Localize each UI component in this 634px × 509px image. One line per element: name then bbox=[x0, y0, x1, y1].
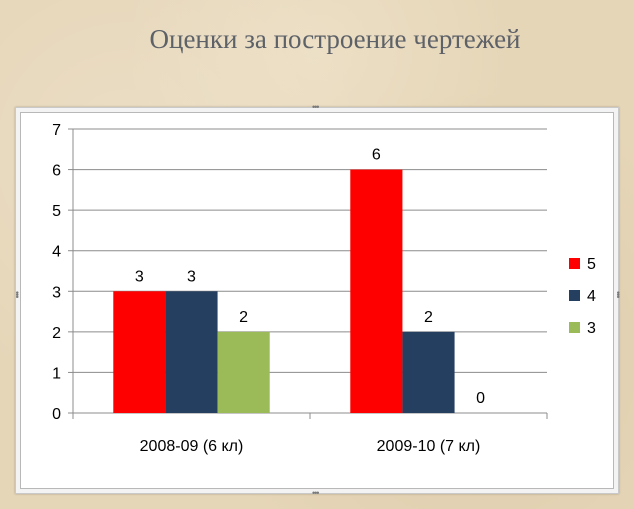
bar-5-0 bbox=[113, 291, 166, 413]
legend-label: 5 bbox=[587, 256, 596, 273]
resize-handle-right[interactable]: ••• bbox=[613, 291, 623, 298]
x-tick-label: 2008-09 (6 кл) bbox=[140, 438, 244, 455]
y-tick-label: 7 bbox=[52, 122, 61, 139]
bar-4-0 bbox=[165, 291, 218, 413]
legend-swatch bbox=[569, 322, 580, 333]
y-tick-label: 1 bbox=[52, 365, 61, 382]
data-label: 2 bbox=[424, 309, 433, 326]
y-tick-label: 4 bbox=[52, 244, 61, 261]
slide-title: Оценки за построение чертежей bbox=[149, 24, 521, 54]
resize-handle-top[interactable]: ••• bbox=[312, 102, 320, 112]
legend-label: 3 bbox=[587, 320, 596, 337]
bar-5-1 bbox=[350, 169, 403, 413]
legend-swatch bbox=[569, 290, 580, 301]
legend-label: 4 bbox=[587, 288, 596, 305]
chart-area: 0 1 2 3 4 5 6 7 3 3 2 2008-09 (6 кл) 6 2 0 2009-10 (7 к… bbox=[20, 112, 614, 489]
resize-handle-bottom[interactable]: ••• bbox=[312, 488, 320, 498]
data-label: 3 bbox=[187, 268, 196, 285]
data-label: 6 bbox=[372, 147, 381, 164]
y-tick-label: 2 bbox=[52, 325, 61, 342]
data-label: 2 bbox=[239, 309, 248, 326]
x-tick-label: 2009-10 (7 кл) bbox=[377, 438, 481, 455]
y-tick-label: 5 bbox=[52, 203, 61, 220]
y-tick-label: 0 bbox=[52, 406, 61, 423]
y-tick-label: 6 bbox=[52, 163, 61, 180]
data-label: 0 bbox=[476, 390, 485, 407]
resize-handle-left[interactable]: ••• bbox=[12, 291, 22, 298]
bar-4-1 bbox=[402, 331, 455, 413]
data-label: 3 bbox=[135, 268, 144, 285]
chart-frame[interactable]: ••• ••• ••• ••• 0 1 2 3 4 5 6 7 3 3 2 2008-09 (6 кл… bbox=[12, 103, 623, 498]
y-tick-label: 3 bbox=[52, 284, 61, 301]
bar-chart: 0 1 2 3 4 5 6 7 3 3 2 2008-09 (6 кл) 6 2 0 2009-10 (7 к… bbox=[52, 122, 596, 455]
bar-3-0 bbox=[217, 331, 270, 413]
legend-swatch bbox=[569, 258, 580, 269]
